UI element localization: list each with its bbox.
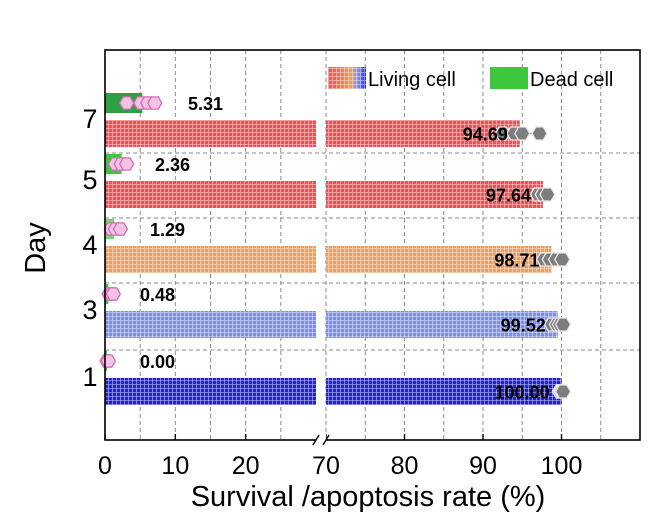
bar-living-pattern-day-1	[105, 378, 316, 405]
x-tick-label-70: 70	[312, 452, 340, 480]
point-dead-day-5	[118, 157, 135, 171]
legend: Living cell Dead cell	[328, 67, 613, 91]
point-living-day-7	[531, 126, 548, 141]
label-living-day-7: 94.69	[463, 125, 508, 145]
x-tick-label-20: 20	[232, 452, 260, 480]
bars	[105, 93, 562, 405]
axis-break-gap	[316, 434, 326, 446]
bar-living-pattern-day-3-seg2	[326, 311, 558, 338]
y-tick-label-day-3: 3	[82, 295, 97, 325]
point-dead-day-4	[112, 222, 129, 236]
bar-living-pattern-day-5	[105, 181, 316, 208]
label-living-day-4: 98.71	[494, 251, 539, 271]
legend-label-dead: Dead cell	[530, 69, 613, 91]
point-dead-day-7	[147, 96, 163, 110]
point-living-day-7	[494, 126, 511, 141]
bar-living-pattern-day-1-seg2	[326, 378, 562, 405]
point-living-day-1	[554, 384, 572, 399]
axis-break-mark	[322, 434, 330, 446]
label-dead-day-4: 1.29	[150, 220, 185, 240]
point-dead-day-7	[118, 96, 135, 110]
plot-frame	[104, 49, 641, 441]
y-tick-label-day-4: 4	[82, 230, 97, 260]
label-living-day-1: 100.00	[494, 383, 549, 403]
label-dead-day-1: 0.00	[140, 352, 175, 372]
gridlines	[105, 50, 640, 440]
bar-living-pattern-day-3	[105, 311, 316, 338]
point-living-day-5	[539, 187, 556, 202]
label-dead-day-5: 2.36	[155, 155, 190, 175]
x-tick-label-0: 0	[98, 452, 112, 480]
replicate-points	[99, 96, 572, 399]
point-dead-day-3	[105, 287, 122, 301]
legend-swatch-living-grid	[328, 67, 366, 89]
x-tick-label-90: 90	[469, 452, 497, 480]
bar-living-pattern-day-5-seg2	[326, 181, 543, 208]
x-tick-label-100: 100	[541, 452, 583, 480]
point-living-day-3	[554, 317, 572, 332]
axis-break-mark	[312, 434, 320, 446]
bar-living-pattern-day-4-seg2	[326, 246, 552, 273]
point-living-day-7	[514, 126, 531, 141]
point-dead-day-1	[100, 354, 117, 368]
y-axis-label: Day	[20, 222, 52, 274]
point-living-day-4	[554, 252, 571, 267]
y-tick-label-day-5: 5	[82, 165, 97, 195]
axes	[104, 49, 641, 441]
value-labels: 5.31 94.69 2.36 97.64 1.29 98.71 0.48 99.52 0.00…	[140, 94, 550, 403]
legend-swatch-dead	[490, 67, 528, 89]
label-living-day-5: 97.64	[486, 186, 531, 206]
bar-living-pattern-day-7	[105, 120, 316, 147]
x-axis-label: Survival /apoptosis rate (%)	[191, 481, 546, 513]
legend-label-living: Living cell	[368, 69, 456, 91]
bar-living-pattern-day-4	[105, 246, 316, 273]
x-tick-label-80: 80	[391, 452, 419, 480]
y-tick-label-day-7: 7	[82, 104, 97, 134]
label-dead-day-3: 0.48	[140, 285, 175, 305]
y-tick-label-day-1: 1	[82, 362, 97, 392]
label-living-day-3: 99.52	[501, 316, 546, 336]
label-dead-day-7: 5.31	[188, 94, 223, 114]
bar-living-pattern-day-7-seg2	[326, 120, 520, 147]
x-tick-label-10: 10	[161, 452, 189, 480]
